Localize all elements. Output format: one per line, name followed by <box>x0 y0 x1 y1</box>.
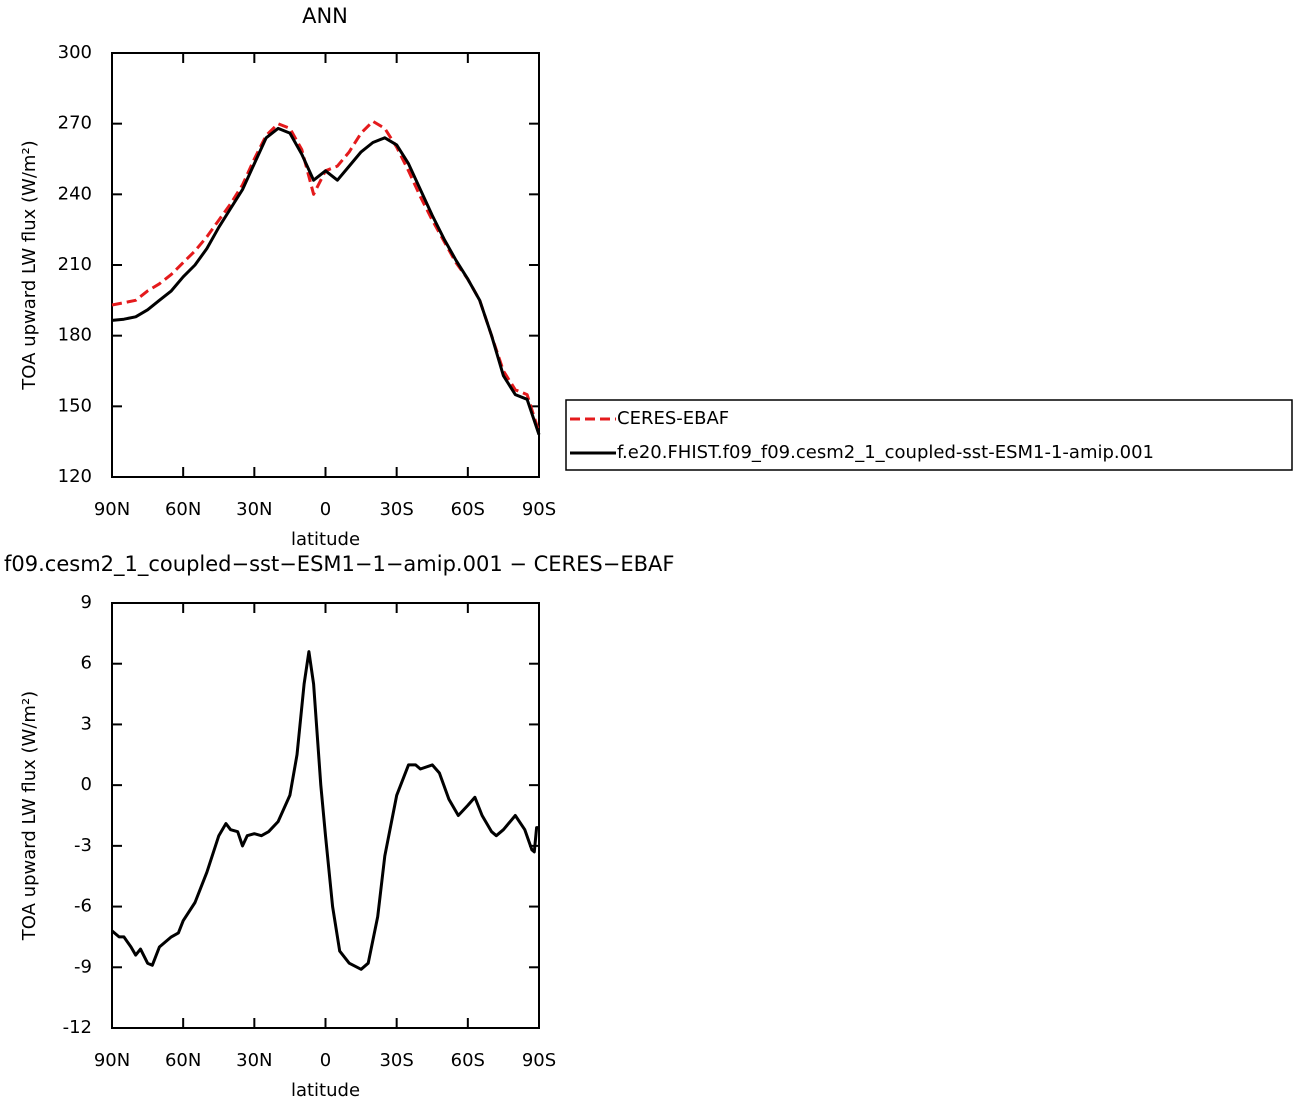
x-tick-label: 30S <box>379 499 413 520</box>
x-tick-label: 0 <box>320 499 331 520</box>
y-tick-label: 0 <box>81 774 92 795</box>
x-tick-label: 60N <box>165 499 201 520</box>
y-tick-label: 150 <box>58 395 92 416</box>
y-tick-label: 180 <box>58 325 92 346</box>
x-tick-label: 90N <box>94 499 130 520</box>
data-line <box>111 650 539 971</box>
x-tick-label: 60N <box>165 1050 201 1071</box>
y-tick-label: 9 <box>81 592 92 613</box>
x-tick-label: 60S <box>451 1050 485 1071</box>
x-tick-label: 90N <box>94 1050 130 1071</box>
x-axis-label: latitude <box>291 1080 360 1101</box>
y-axis-label: TOA upward LW flux (W/m²) <box>19 140 40 390</box>
panel: ANN 120 150 180 210 240 270 300 90N 60N 30N 0 30S 60S… <box>19 4 1293 550</box>
x-tick-label: 90S <box>522 1050 556 1071</box>
panel: f09.cesm2_1_coupled−sst−ESM1−1−amip.001 … <box>4 552 674 1101</box>
x-axis-label: latitude <box>291 529 360 550</box>
y-tick-label: 6 <box>81 653 92 674</box>
plot-frame <box>111 602 540 1029</box>
chart-title: ANN <box>302 4 348 28</box>
x-tick-label: 30S <box>379 1050 413 1071</box>
plot-frame <box>111 52 540 478</box>
data-line <box>111 126 541 436</box>
x-tick-label: 30N <box>236 499 272 520</box>
y-tick-label: 300 <box>58 42 92 63</box>
x-tick-label: 60S <box>451 499 485 520</box>
y-axis-label: TOA upward LW flux (W/m²) <box>19 691 40 941</box>
y-tick-label: -3 <box>74 835 92 856</box>
x-tick-label: 0 <box>320 1050 331 1071</box>
y-tick-label: -9 <box>74 956 92 977</box>
x-tick-label: 90S <box>522 499 556 520</box>
y-tick-label: 270 <box>58 113 92 134</box>
y-tick-label: 120 <box>58 466 92 487</box>
y-tick-label: -6 <box>74 896 92 917</box>
x-tick-label: 30N <box>236 1050 272 1071</box>
legend-label: CERES-EBAF <box>617 408 729 429</box>
legend-label: f.e20.FHIST.f09_f09.cesm2_1_coupled-sst-… <box>617 442 1154 463</box>
chart-title: f09.cesm2_1_coupled−sst−ESM1−1−amip.001 … <box>4 552 674 577</box>
y-tick-label: 210 <box>58 254 92 275</box>
data-line <box>111 119 541 433</box>
y-tick-label: -12 <box>63 1017 92 1038</box>
y-tick-label: 240 <box>58 183 92 204</box>
legend-box <box>565 399 1293 471</box>
y-tick-label: 3 <box>81 713 92 734</box>
